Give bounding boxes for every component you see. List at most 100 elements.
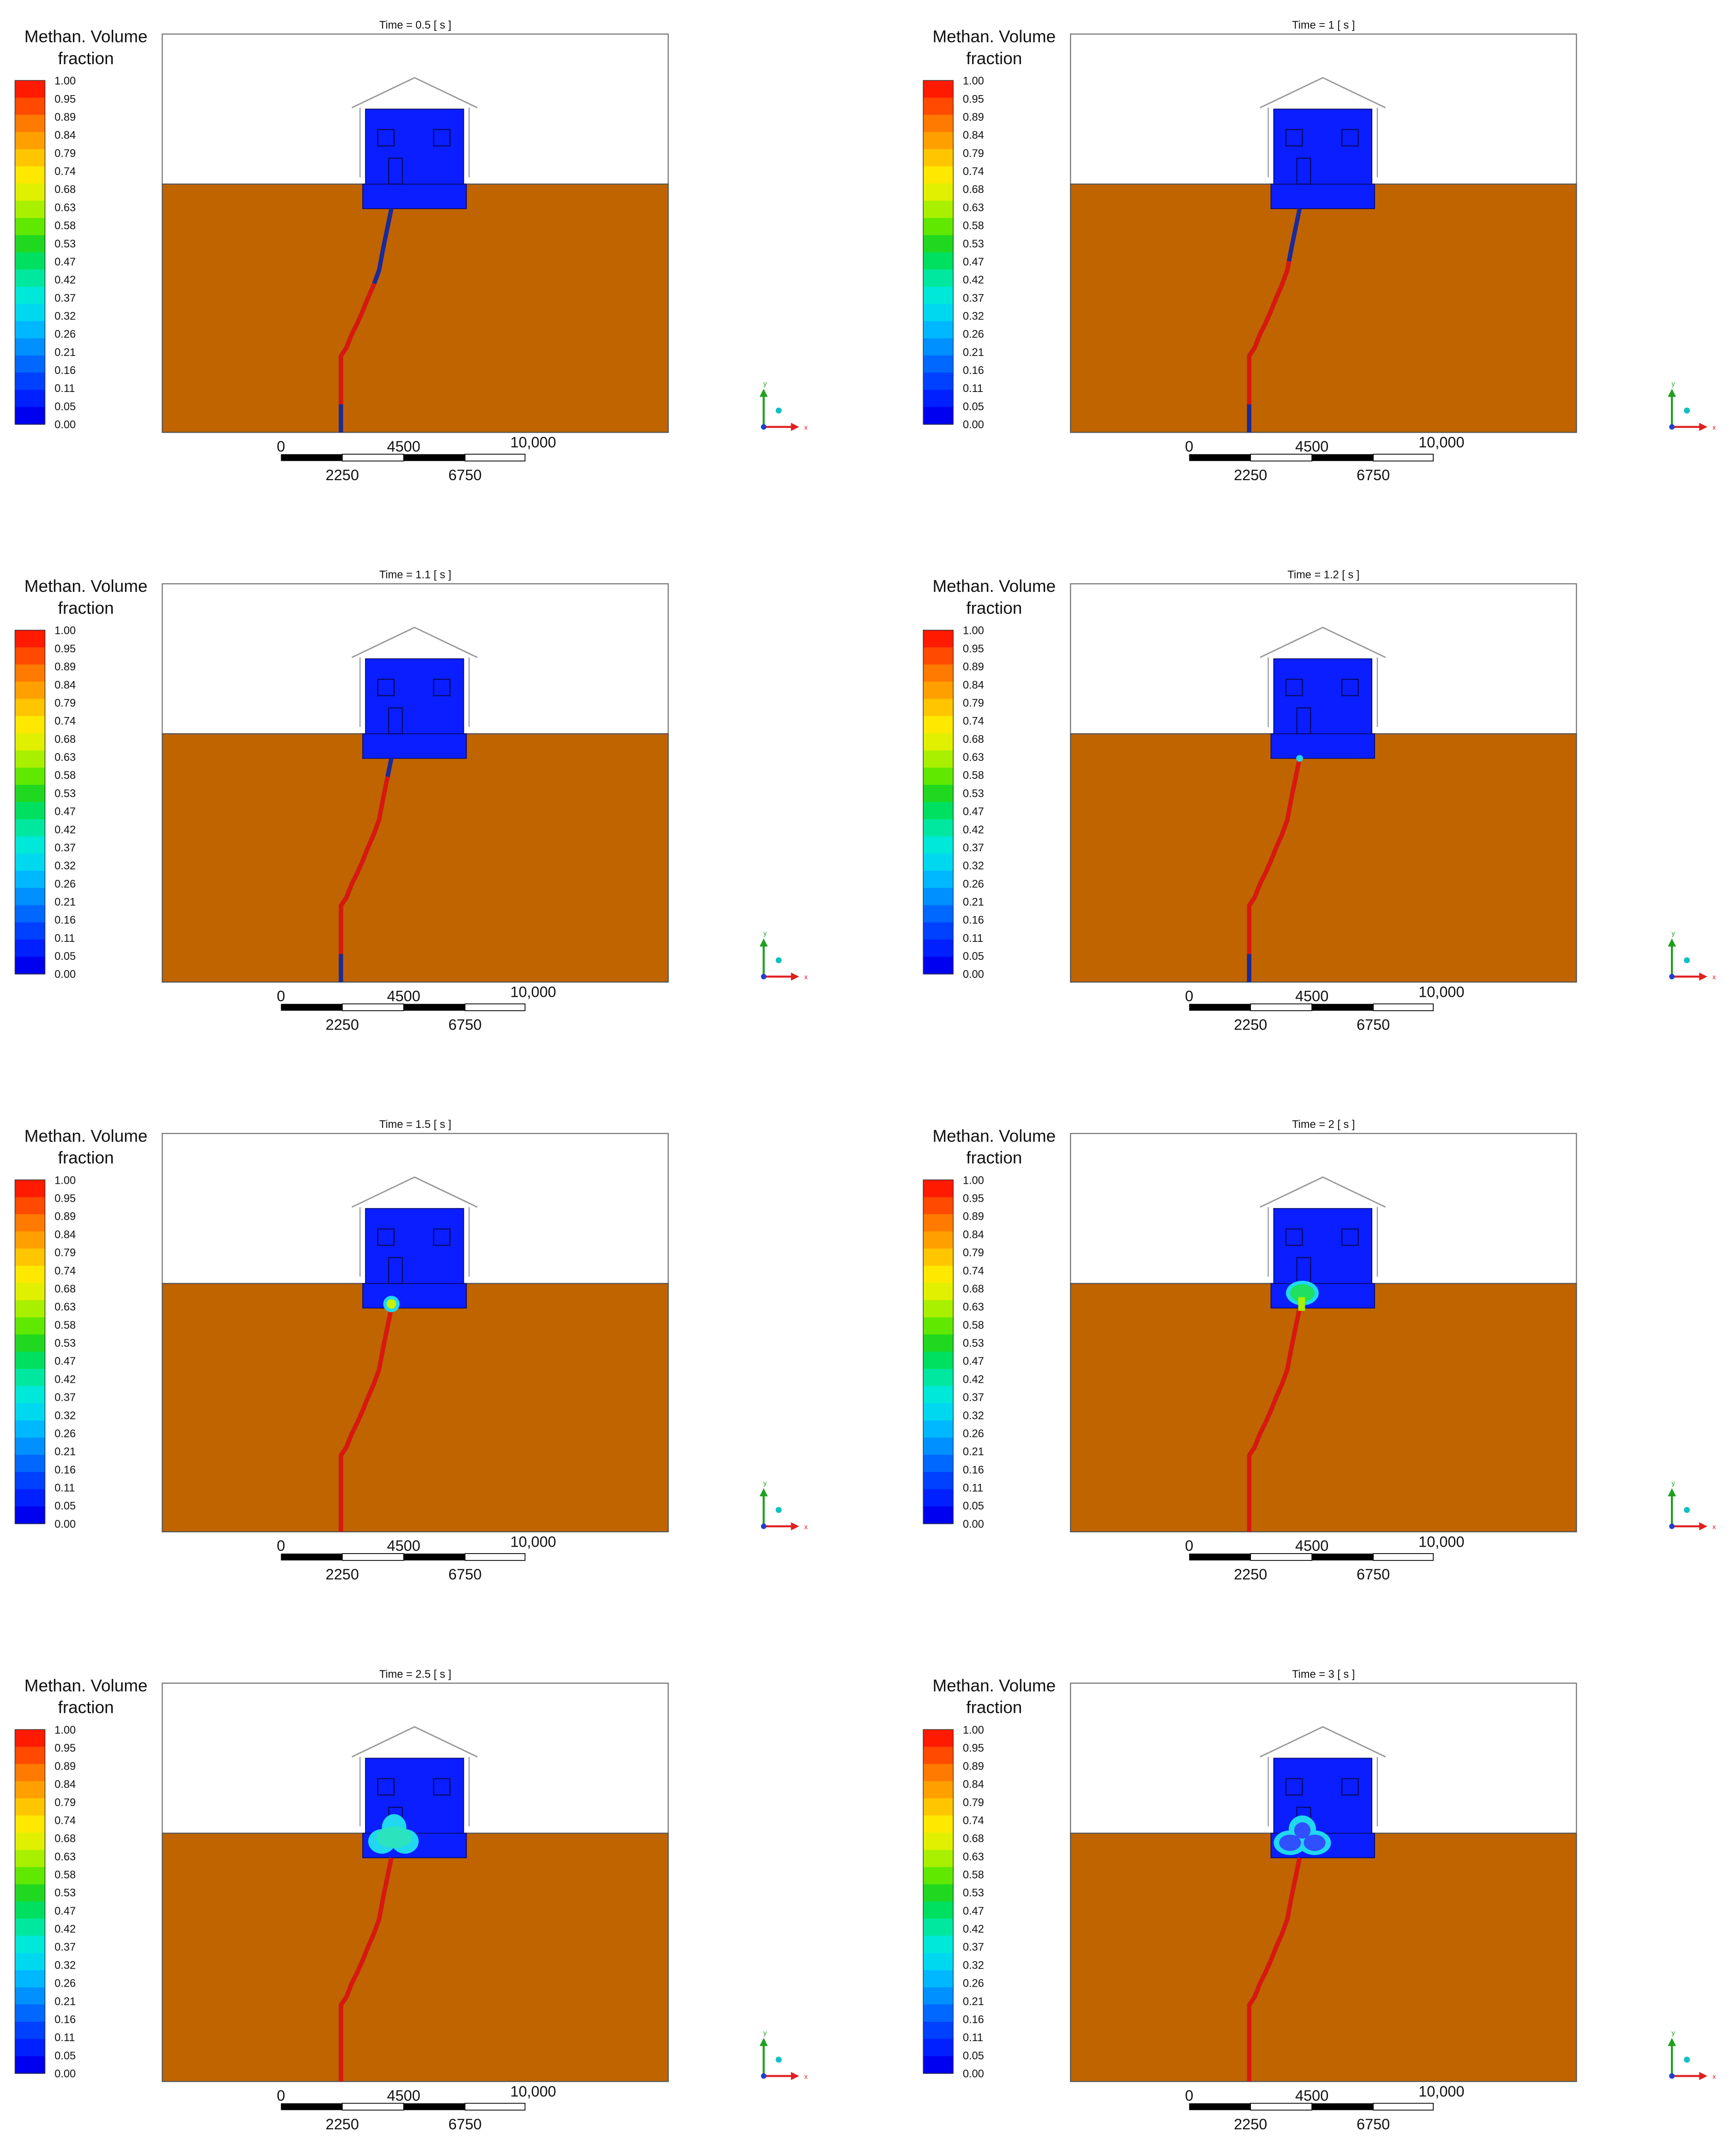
legend-swatch <box>15 200 45 219</box>
legend-tick-label: 0.68 <box>963 1283 984 1295</box>
scale-label: 0 <box>277 1537 285 1554</box>
legend-swatch <box>923 114 954 133</box>
window-right <box>1341 679 1359 696</box>
legend-tick-label: 0.79 <box>54 1247 76 1259</box>
legend-swatch <box>15 1334 45 1352</box>
scale-label: 6750 <box>1357 2116 1390 2133</box>
scale-label: 10,000 <box>511 2083 556 2100</box>
legend-swatch <box>923 664 954 682</box>
scale-seg-1 <box>281 454 342 461</box>
legend-tick-label: 0.89 <box>54 1211 76 1223</box>
legend-tick-label: 0.95 <box>963 643 984 655</box>
legend-swatch <box>923 269 954 288</box>
legend-tick-label: 0.58 <box>963 1320 984 1332</box>
legend-tick-label: 1.00 <box>54 75 76 87</box>
legend-swatch <box>923 1472 954 1490</box>
legend-swatch <box>15 166 45 184</box>
soil-region <box>162 1832 669 2082</box>
axis-origin <box>1669 424 1675 430</box>
roof-outline <box>351 1726 478 1758</box>
building-body <box>1273 1208 1373 1285</box>
soil-region <box>162 1283 669 1532</box>
legend-colorbar: 1.00 0.95 0.89 0.84 0.79 0.74 0.68 0.63 0.58 0.53… <box>923 625 984 981</box>
scale-seg-2 <box>342 1553 404 1561</box>
scale-label: 10,000 <box>1418 984 1464 1000</box>
legend-tick-label: 0.58 <box>54 220 76 232</box>
legend-swatch <box>923 905 954 923</box>
legend-swatch <box>15 1506 45 1524</box>
scale-seg-3 <box>403 1554 465 1561</box>
legend-swatch <box>15 630 45 648</box>
plume-core <box>386 1299 396 1309</box>
legend-tick-label: 0.53 <box>963 1887 984 1899</box>
simulation-panel-1: Methan. Volume fraction 1.00 0.95 0.89 0.84 0.… <box>14 19 808 483</box>
legend-tick-label: 0.05 <box>54 401 76 413</box>
legend-tick-label: 0.42 <box>54 274 76 286</box>
legend-swatch <box>923 2021 954 2040</box>
legend-swatch <box>923 132 954 150</box>
scale-seg-2 <box>342 1003 404 1012</box>
legend-swatch <box>15 2056 45 2074</box>
legend-tick-label: 0.53 <box>54 1338 76 1350</box>
legend-tick-label: 0.37 <box>963 842 984 854</box>
legend-tick-label: 0.26 <box>54 329 76 341</box>
legend-tick-label: 0.63 <box>54 752 76 764</box>
legend-tick-label: 0.84 <box>963 1229 984 1241</box>
legend-swatch <box>923 1953 954 1971</box>
legend-tick-label: 0.95 <box>963 1193 984 1205</box>
legend-tick-label: 0.16 <box>963 1464 984 1476</box>
legend-swatch <box>923 1368 954 1387</box>
legend-swatch <box>15 1850 45 1868</box>
scale-label: 10,000 <box>511 434 556 451</box>
axis-z-dot <box>775 957 782 964</box>
scale-seg-2 <box>1250 1003 1313 1012</box>
plume-core <box>1290 1284 1315 1302</box>
simulation-panel-6: Methan. Volume fraction 1.00 0.95 0.89 0.84 0.… <box>923 1119 1716 1583</box>
legend-tick-label: 0.05 <box>963 2050 984 2062</box>
legend-tick-label: 0.32 <box>963 860 984 872</box>
legend-tick-label: 0.00 <box>54 419 76 431</box>
axis-y-head <box>1668 1488 1676 1496</box>
legend-tick-label: 0.79 <box>963 1247 984 1259</box>
legend-swatch <box>15 373 45 391</box>
legend-tick-label: 0.00 <box>54 969 76 981</box>
legend-swatch <box>923 80 954 98</box>
gas-filled-pathway <box>1247 1857 1302 2082</box>
axis-y-label: y <box>1671 1480 1675 1487</box>
legend-tick-label: 0.00 <box>54 1518 76 1530</box>
time-label: Time = 0.5 [ s ] <box>379 19 451 31</box>
roof-outline <box>351 627 478 658</box>
legend-swatch <box>15 647 45 665</box>
legend-tick-label: 0.47 <box>963 1905 984 1917</box>
legend-swatch <box>15 80 45 98</box>
window-right <box>433 1228 451 1246</box>
scale-bar: 0 4500 10,000 2250 6750 <box>1185 434 1464 483</box>
legend-swatch <box>923 1918 954 1937</box>
legend-swatch <box>15 1901 45 1919</box>
legend-swatch <box>15 1317 45 1335</box>
legend-swatch <box>15 1180 45 1198</box>
legend-swatch <box>923 1850 954 1868</box>
legend-tick-label: 0.47 <box>54 1905 76 1917</box>
axis-x-label: x <box>1712 424 1716 432</box>
axis-y-label: y <box>763 930 767 938</box>
legend-tick-label: 0.95 <box>54 93 76 105</box>
scale-label: 0 <box>1185 438 1193 455</box>
legend-tick-label: 0.79 <box>963 697 984 709</box>
soil-region <box>162 183 669 433</box>
legend-swatch <box>15 1403 45 1421</box>
legend-swatch <box>15 286 45 305</box>
legend-swatch <box>15 1935 45 1954</box>
legend-tick-label: 0.26 <box>963 329 984 341</box>
scale-label: 0 <box>277 988 285 1004</box>
scale-seg-3 <box>403 1004 465 1011</box>
legend-swatch <box>15 338 45 356</box>
legend-swatch <box>923 2056 954 2074</box>
legend-swatch <box>15 1197 45 1215</box>
legend-swatch <box>923 200 954 219</box>
legend-title-line1: Methan. Volume <box>24 577 148 596</box>
legend-tick-label: 0.84 <box>54 679 76 691</box>
legend-frame <box>14 1179 46 1524</box>
soil-region <box>1070 1832 1577 2082</box>
legend-tick-label: 0.84 <box>54 130 76 142</box>
